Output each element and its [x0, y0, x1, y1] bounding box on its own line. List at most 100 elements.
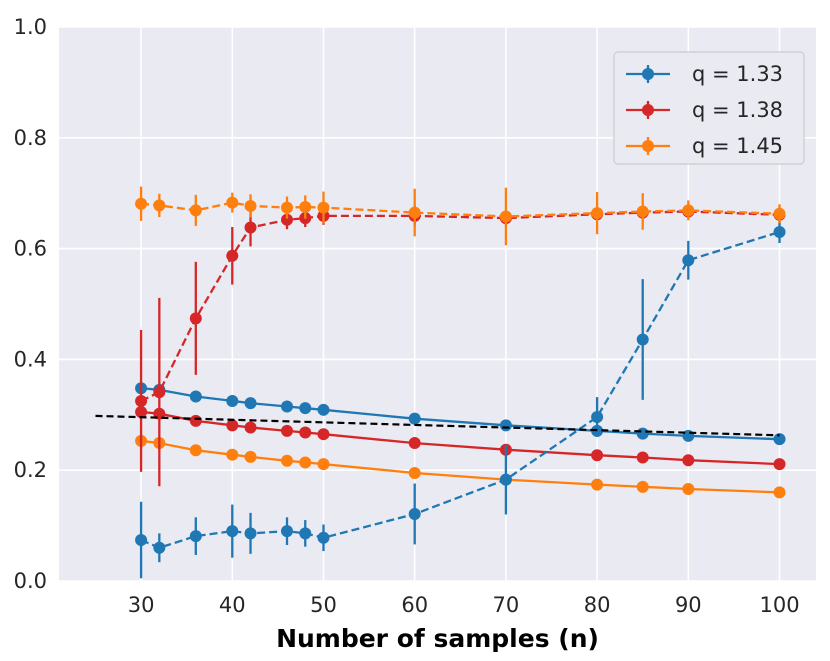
data-point: [299, 201, 312, 214]
data-point: [135, 394, 148, 407]
data-point: [299, 456, 312, 469]
data-point: [226, 525, 239, 538]
data-point: [773, 458, 786, 471]
data-point: [773, 225, 786, 238]
y-tick-label: 0.4: [14, 347, 47, 371]
data-point: [317, 458, 330, 471]
data-point: [636, 333, 649, 346]
data-point: [299, 426, 312, 439]
data-point: [244, 421, 257, 434]
legend-label-q133: q = 1.33: [692, 62, 783, 86]
series-line: [140, 439, 780, 494]
y-tick-labels: 0.0 0.2 0.4 0.6 0.8 1.0: [14, 15, 47, 593]
y-tick-label: 0.8: [14, 126, 47, 150]
series-line: [140, 410, 780, 466]
x-tick-label: 70: [493, 593, 520, 617]
data-point: [281, 424, 294, 437]
data-point: [244, 527, 257, 540]
data-point: [226, 249, 239, 262]
data-point: [281, 525, 294, 538]
data-point: [226, 394, 239, 407]
data-point: [189, 312, 202, 325]
data-point: [773, 486, 786, 499]
legend-marker-q138: [642, 104, 654, 116]
data-point: [189, 204, 202, 217]
data-point: [189, 414, 202, 427]
data-point: [591, 478, 604, 491]
series-layer: [95, 186, 786, 579]
data-point: [244, 199, 257, 212]
legend-box: [613, 51, 805, 165]
x-tick-label: 80: [584, 593, 611, 617]
legend-marker-q145: [642, 140, 654, 152]
y-tick-label: 0.0: [14, 569, 47, 593]
data-point: [299, 527, 312, 540]
data-point: [153, 541, 166, 554]
reference-line: [95, 414, 780, 437]
series-2: [135, 434, 786, 499]
data-point: [153, 386, 166, 399]
data-point: [226, 448, 239, 461]
data-point: [636, 480, 649, 493]
data-point: [135, 197, 148, 210]
data-point: [226, 196, 239, 209]
series-line: [140, 387, 780, 441]
data-point: [591, 411, 604, 424]
data-point: [591, 449, 604, 462]
data-point: [636, 205, 649, 218]
data-point: [135, 534, 148, 547]
data-point: [281, 400, 294, 413]
data-point: [153, 199, 166, 212]
x-tick-labels: 30 40 50 60 70 80 90 100: [128, 593, 800, 617]
x-tick-label: 60: [401, 593, 428, 617]
data-point: [682, 454, 695, 467]
data-point: [281, 454, 294, 467]
data-point: [244, 221, 257, 234]
data-point: [317, 403, 330, 416]
series-1: [135, 406, 786, 471]
x-tick-label: 100: [759, 593, 799, 617]
data-point: [408, 412, 421, 425]
data-point: [317, 531, 330, 544]
legend-label-q138: q = 1.38: [692, 98, 783, 122]
x-tick-label: 90: [675, 593, 702, 617]
y-tick-label: 0.6: [14, 237, 47, 261]
y-tick-label: 1.0: [14, 15, 47, 39]
data-point: [244, 450, 257, 463]
data-point: [244, 397, 257, 410]
x-tick-label: 50: [310, 593, 337, 617]
data-point: [189, 390, 202, 403]
data-point: [408, 437, 421, 450]
data-point: [682, 254, 695, 267]
data-point: [408, 466, 421, 479]
data-point: [682, 204, 695, 217]
data-point: [636, 427, 649, 440]
x-tick-label: 30: [128, 593, 155, 617]
legend: q = 1.33 q = 1.38 q = 1.45: [613, 51, 805, 165]
y-tick-label: 0.2: [14, 458, 47, 482]
legend-entry-q138: q = 1.38: [626, 98, 783, 122]
data-point: [408, 507, 421, 520]
data-point: [499, 473, 512, 486]
data-point: [281, 201, 294, 214]
data-point: [299, 402, 312, 415]
series-line: [140, 201, 780, 218]
data-point: [189, 444, 202, 457]
data-point: [317, 428, 330, 441]
data-point: [636, 451, 649, 464]
series-5: [135, 186, 786, 246]
legend-entry-q133: q = 1.33: [626, 62, 783, 86]
x-axis-label: Number of samples (n): [276, 624, 599, 653]
legend-label-q145: q = 1.45: [692, 134, 783, 158]
data-point: [317, 201, 330, 214]
legend-marker-q133: [642, 68, 654, 80]
data-point: [189, 530, 202, 543]
data-point: [773, 433, 786, 446]
x-tick-label: 40: [219, 593, 246, 617]
legend-entry-q145: q = 1.45: [626, 134, 783, 158]
series-6: [95, 414, 780, 437]
data-point: [773, 207, 786, 220]
data-point: [499, 419, 512, 432]
data-point: [408, 206, 421, 219]
